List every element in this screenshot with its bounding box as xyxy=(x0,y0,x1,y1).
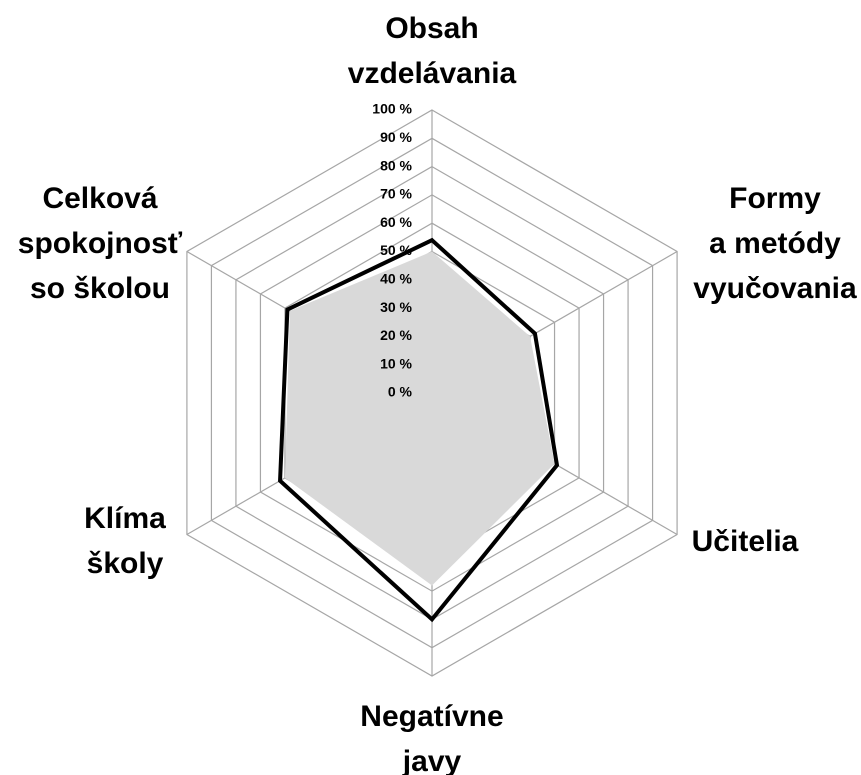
series-line xyxy=(278,237,560,623)
category-label: Negatívne xyxy=(360,700,503,733)
category-label: Učitelia xyxy=(692,525,799,558)
category-label: vyučovania xyxy=(693,272,857,305)
tick-label: 100 % xyxy=(372,101,412,117)
category-label: spokojnosť xyxy=(18,227,183,260)
tick-label: 30 % xyxy=(380,299,412,315)
tick-label: 50 % xyxy=(380,242,412,258)
tick-label: 80 % xyxy=(380,157,412,173)
tick-label: 40 % xyxy=(380,271,412,287)
tick-label: 20 % xyxy=(380,327,412,343)
category-label: Formy xyxy=(729,182,821,215)
tick-label: 90 % xyxy=(380,129,412,145)
tick-label: 0 % xyxy=(388,384,413,400)
category-label: Obsah xyxy=(385,12,478,45)
category-label: Klíma xyxy=(84,502,166,535)
tick-label: 60 % xyxy=(380,214,412,230)
tick-label: 10 % xyxy=(380,355,412,371)
category-label: Celková xyxy=(42,182,157,215)
category-label: a metódy xyxy=(709,227,841,260)
series-area xyxy=(284,251,555,586)
category-label: vzdelávania xyxy=(348,57,517,90)
category-label: javy xyxy=(402,745,462,775)
tick-label: 70 % xyxy=(380,186,412,202)
category-label: so školou xyxy=(30,272,170,305)
category-label: školy xyxy=(87,547,164,580)
